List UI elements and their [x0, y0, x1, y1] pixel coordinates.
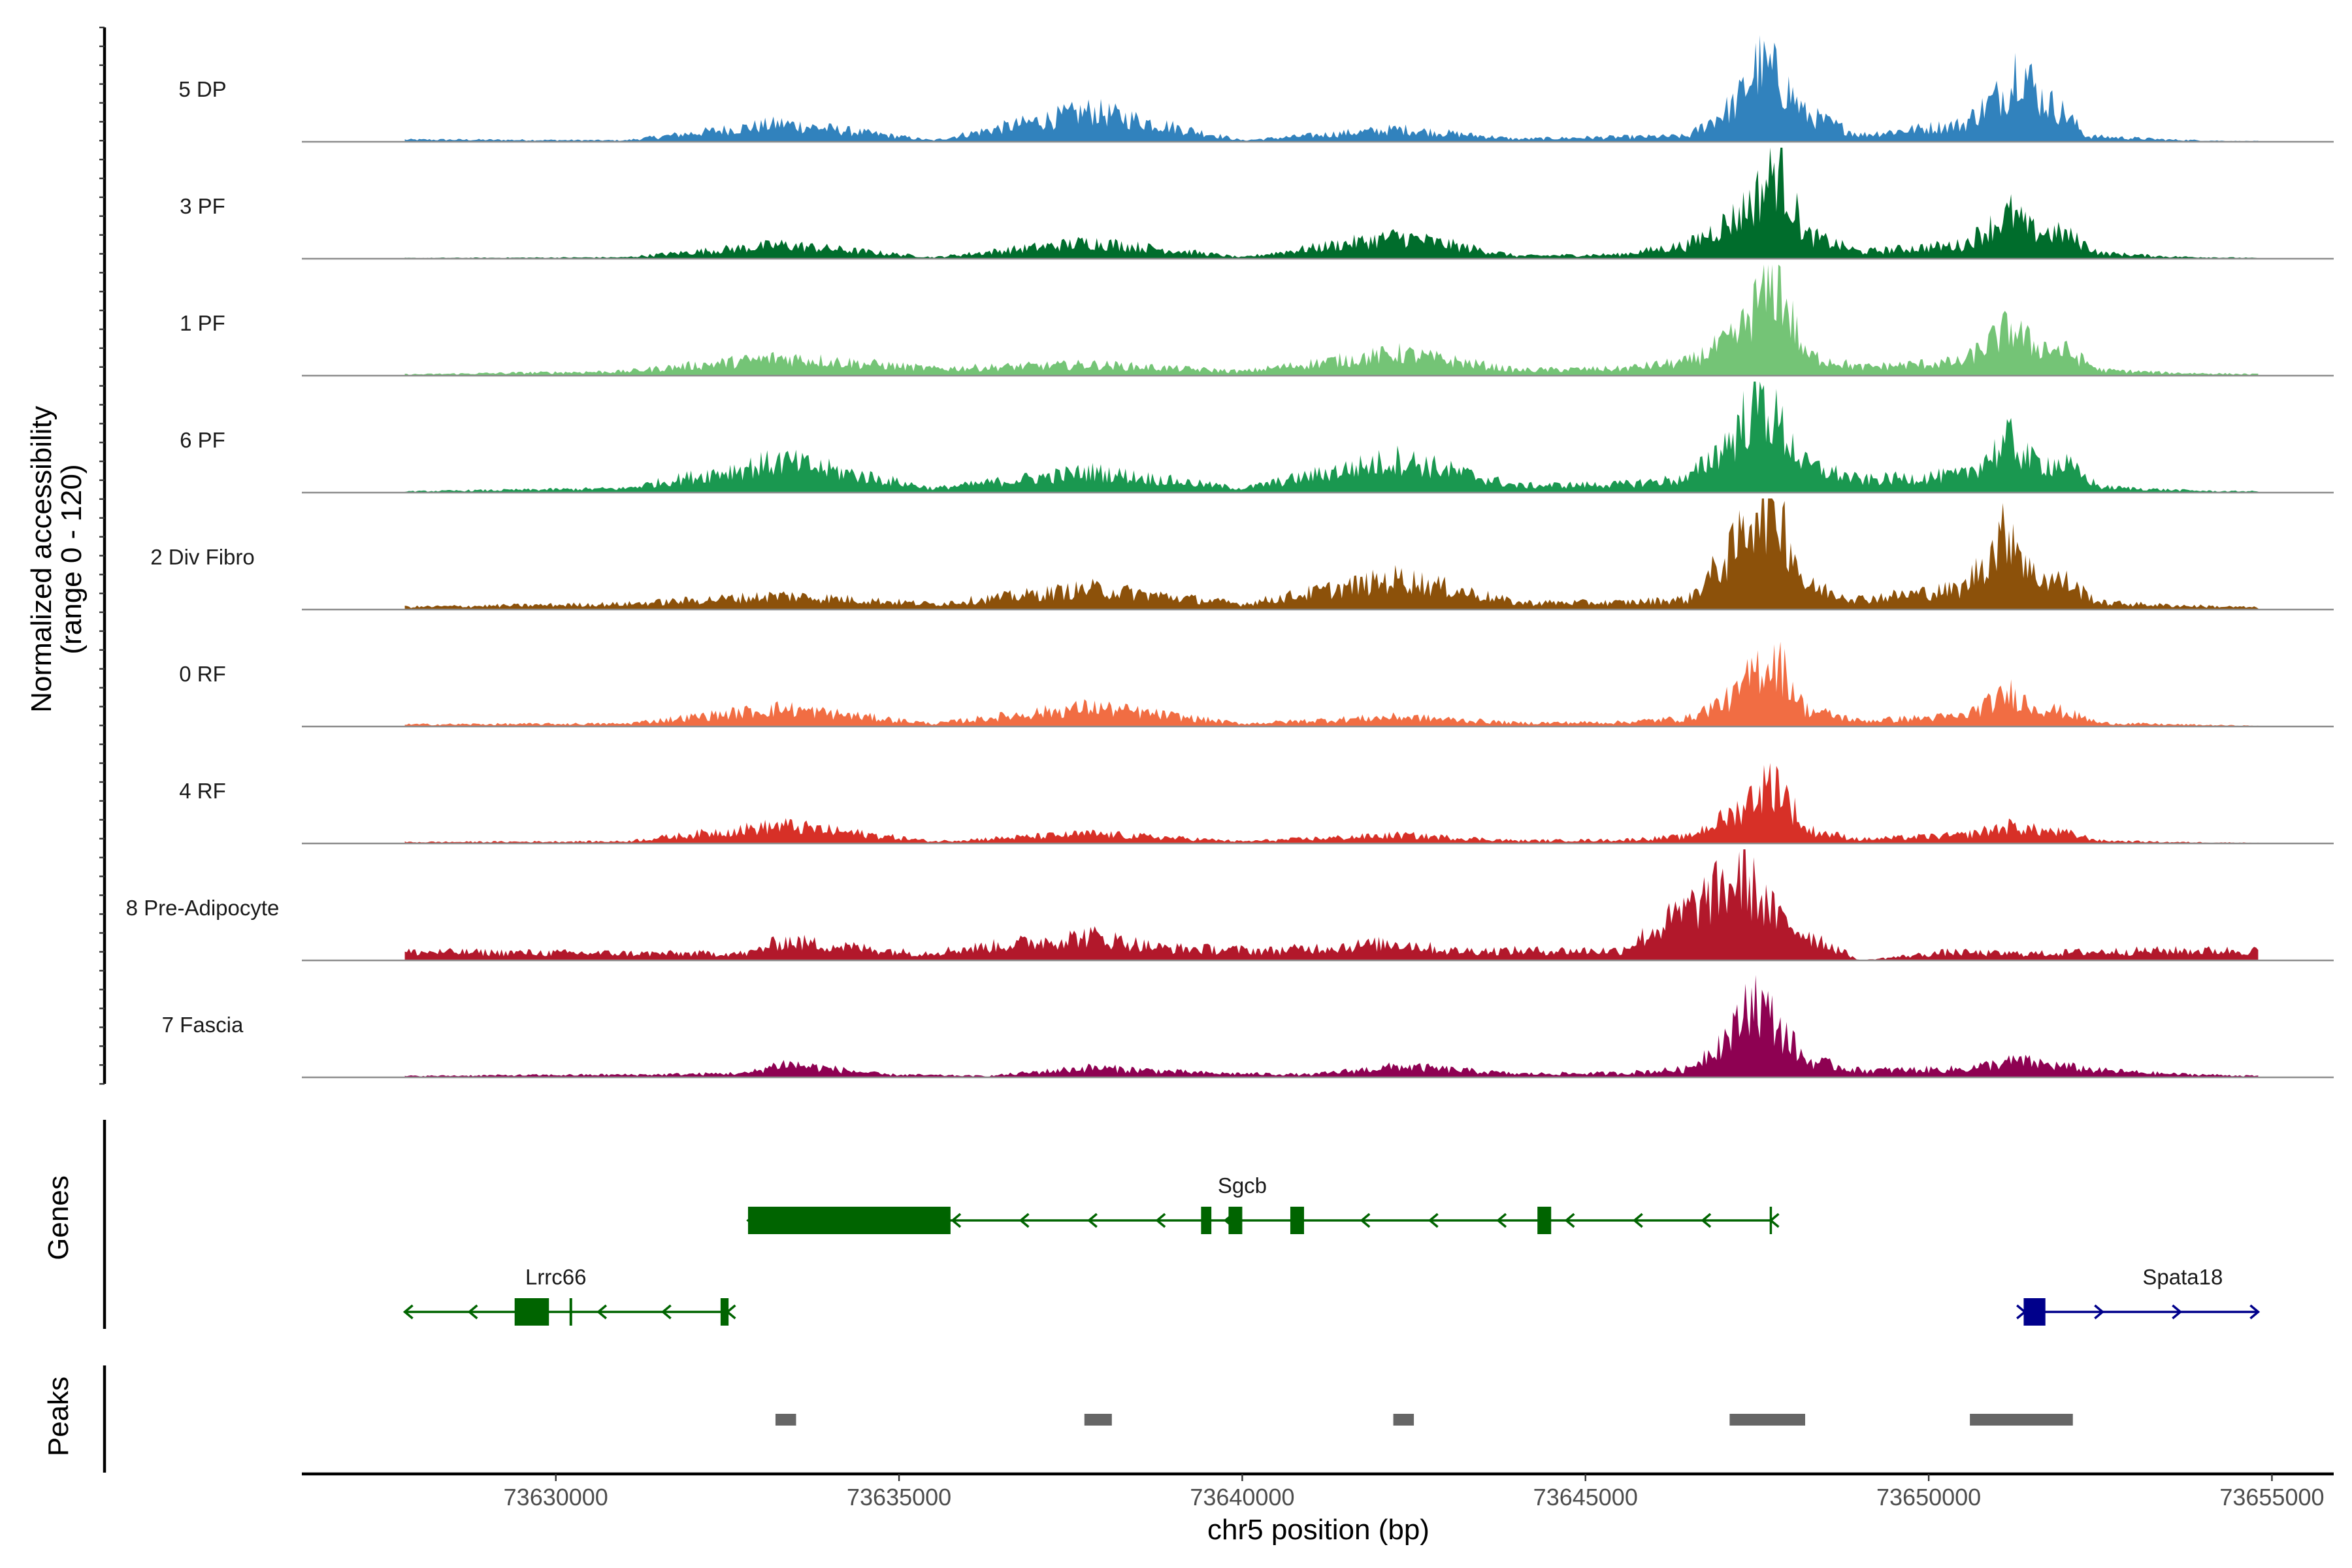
- strand-arrow: [1701, 1213, 1712, 1228]
- strand-arrow: [402, 1304, 414, 1320]
- gene-label: Lrrc66: [525, 1265, 587, 1289]
- coverage-track-9: 7 Fascia: [162, 975, 2334, 1079]
- x-tick-label: 73640000: [1190, 1484, 1294, 1511]
- track-label: 8 Pre-Adipocyte: [126, 896, 280, 920]
- gene-exon: [1290, 1207, 1304, 1234]
- gene-exon: [1201, 1207, 1212, 1234]
- axis-titles: Normalized accessibility (range 0 - 120)…: [25, 406, 1429, 1546]
- strand-arrow: [2016, 1304, 2027, 1320]
- coverage-track-5: 2 Div Fibro: [150, 498, 2334, 611]
- y-axis-title-line-1: Normalized accessibility: [25, 406, 57, 712]
- genes-panel-title: Genes: [42, 1175, 74, 1260]
- coverage-track-2: 3 PF: [180, 148, 2334, 260]
- strand-arrow: [725, 1304, 736, 1320]
- peak-region: [1970, 1414, 2073, 1426]
- peak-region: [1084, 1414, 1112, 1426]
- coverage-track-7: 4 RF: [179, 762, 2334, 845]
- track-label: 1 PF: [180, 311, 225, 335]
- y-axis-title-line-2: (range 0 - 120): [56, 464, 88, 654]
- track-label: 5 DP: [178, 77, 226, 101]
- coverage-tracks: 5 DP 3 PF 1 PF 6 PF 2 Div Fibro 0 RF 4 RF 8 Pre…: [126, 35, 2334, 1079]
- x-tick-label: 73655000: [2219, 1484, 2324, 1511]
- gene-label: Sgcb: [1218, 1173, 1267, 1198]
- peak-region: [775, 1414, 796, 1426]
- strand-arrow: [1769, 1213, 1780, 1228]
- x-tick-label: 73645000: [1533, 1484, 1638, 1511]
- track-label: 6 PF: [180, 428, 225, 452]
- peak-region: [1393, 1414, 1414, 1426]
- x-tick-label: 73635000: [847, 1484, 951, 1511]
- coverage-area-7: [404, 762, 2259, 843]
- peak-region: [1729, 1414, 1805, 1426]
- track-label: 2 Div Fibro: [150, 545, 255, 569]
- strand-arrow: [1155, 1213, 1166, 1228]
- strand-arrow: [2172, 1304, 2183, 1320]
- x-tick-label: 73630000: [504, 1484, 608, 1511]
- coverage-area-9: [404, 975, 2259, 1077]
- strand-arrow: [1087, 1213, 1098, 1228]
- gene-exon: [569, 1298, 572, 1326]
- x-axis: 73630000 73635000 73640000 73645000 73650000…: [302, 1472, 2334, 1511]
- strand-arrow: [467, 1304, 478, 1320]
- strand-arrow: [1428, 1213, 1439, 1228]
- peak-panel: [103, 1365, 2073, 1473]
- gene-exon: [720, 1298, 728, 1326]
- coverage-area-1: [404, 35, 2259, 142]
- peaks-panel-title: Peaks: [42, 1377, 74, 1456]
- coverage-area-2: [404, 148, 2259, 259]
- coverage-y-axis: [99, 26, 106, 1085]
- coverage-area-6: [404, 642, 2259, 727]
- strand-arrow: [2094, 1304, 2105, 1320]
- coverage-area-4: [404, 382, 2259, 493]
- strand-arrow: [1496, 1213, 1507, 1228]
- track-label: 4 RF: [179, 779, 226, 803]
- x-tick-label: 73650000: [1876, 1484, 1981, 1511]
- gene-exon: [1537, 1207, 1552, 1234]
- strand-arrow: [596, 1304, 608, 1320]
- gene-exon: [1228, 1207, 1243, 1234]
- strand-arrow: [1564, 1213, 1575, 1228]
- gene-exon: [747, 1207, 951, 1234]
- coverage-track-1: 5 DP: [178, 35, 2334, 143]
- gene-annotation-panel: Sgcb Lrrc66 Spata18: [103, 1120, 2261, 1329]
- track-label: 0 RF: [179, 662, 226, 686]
- gene-exon: [514, 1298, 549, 1326]
- strand-arrow: [1632, 1213, 1643, 1228]
- track-label: 3 PF: [180, 194, 225, 218]
- coverage-track-4: 6 PF: [180, 382, 2334, 494]
- x-axis-title: chr5 position (bp): [1207, 1514, 1429, 1546]
- gene-exon: [2025, 1298, 2046, 1326]
- strand-arrow: [951, 1213, 962, 1228]
- strand-arrow: [1360, 1213, 1371, 1228]
- coverage-track-6: 0 RF: [179, 642, 2334, 728]
- gene-spata18: Spata18: [2016, 1265, 2261, 1326]
- track-label: 7 Fascia: [162, 1013, 244, 1037]
- strand-arrow: [2249, 1304, 2261, 1320]
- coverage-track-8: 8 Pre-Adipocyte: [126, 849, 2334, 962]
- coverage-track-3: 1 PF: [180, 265, 2334, 377]
- strand-arrow: [1019, 1213, 1030, 1228]
- strand-arrow: [661, 1304, 672, 1320]
- coverage-area-3: [404, 265, 2259, 376]
- gene-lrrc66: Lrrc66: [402, 1265, 736, 1326]
- gene-sgcb: Sgcb: [746, 1173, 1780, 1234]
- coverage-area-5: [404, 498, 2259, 610]
- gene-label: Spata18: [2142, 1265, 2223, 1289]
- coverage-area-8: [404, 849, 2259, 960]
